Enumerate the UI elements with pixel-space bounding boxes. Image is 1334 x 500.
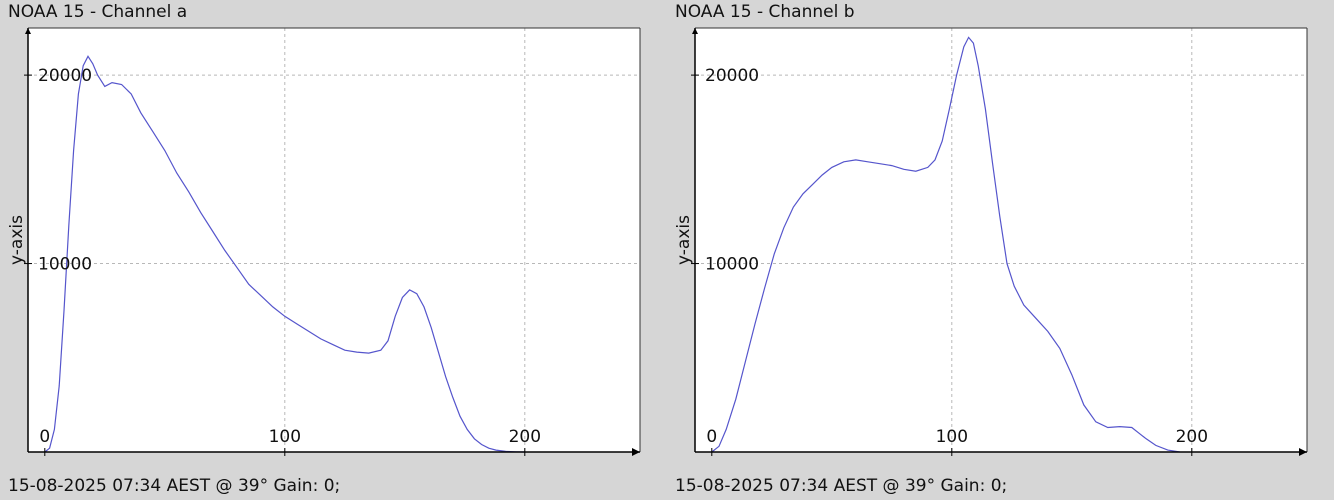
x-tick-label: 100 bbox=[936, 427, 968, 447]
status-footer: 15-08-2025 07:34 AEST @ 39° Gain: 0; bbox=[8, 476, 341, 496]
chart-panel-channel-a: NOAA 15 - Channel a 0 100 200 10000 20000 y-a… bbox=[7, 2, 641, 496]
x-tick-label: 200 bbox=[509, 427, 541, 447]
y-tick-label: 10000 bbox=[38, 255, 92, 275]
plot-background bbox=[695, 28, 1307, 452]
status-footer: 15-08-2025 07:34 AEST @ 39° Gain: 0; bbox=[675, 476, 1008, 496]
y-axis-arrow bbox=[692, 28, 698, 34]
x-tick-label: 0 bbox=[706, 427, 717, 447]
y-axis-label: y-axis bbox=[674, 215, 694, 265]
x-tick-label: 0 bbox=[39, 427, 50, 447]
chart-title: NOAA 15 - Channel a bbox=[8, 2, 188, 22]
y-axis-label: y-axis bbox=[7, 215, 27, 265]
y-tick-label: 20000 bbox=[38, 66, 92, 86]
series-line bbox=[711, 36, 1180, 453]
chart-title: NOAA 15 - Channel b bbox=[675, 2, 855, 22]
y-axis-arrow bbox=[25, 28, 31, 34]
chart-panel-channel-b: NOAA 15 - Channel b 0 100 200 10000 20000 y-a… bbox=[667, 0, 1334, 500]
x-axis-arrow bbox=[632, 448, 640, 456]
x-axis-arrow bbox=[1299, 448, 1307, 456]
y-tick-label: 10000 bbox=[705, 255, 759, 275]
series-line bbox=[44, 55, 525, 453]
plot-background bbox=[28, 28, 640, 452]
x-tick-label: 200 bbox=[1176, 427, 1208, 447]
chart-plot-area: 0 100 200 10000 20000 y-axis bbox=[674, 27, 1308, 456]
x-tick-label: 100 bbox=[269, 427, 301, 447]
y-tick-label: 20000 bbox=[705, 66, 759, 86]
chart-plot-area: 0 100 200 10000 20000 y-axis bbox=[7, 27, 641, 456]
